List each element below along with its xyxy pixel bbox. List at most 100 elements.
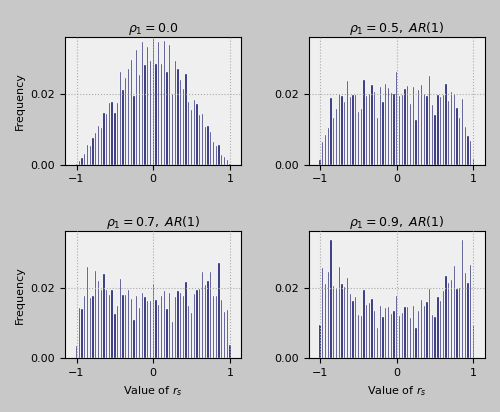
Bar <box>186 282 187 358</box>
Bar <box>352 94 354 165</box>
Bar <box>325 135 326 165</box>
Bar <box>130 60 132 165</box>
Bar <box>385 308 386 358</box>
Bar <box>226 160 228 165</box>
Bar <box>210 272 212 358</box>
Bar <box>390 314 392 358</box>
Bar <box>451 92 452 165</box>
Bar <box>128 68 129 165</box>
Bar <box>390 94 392 165</box>
Bar <box>456 108 458 165</box>
Bar <box>136 296 138 358</box>
Bar <box>402 313 403 358</box>
Bar <box>418 90 420 165</box>
Bar <box>130 299 132 358</box>
Bar <box>125 295 126 358</box>
Bar <box>462 99 463 165</box>
Bar <box>454 94 455 165</box>
Bar <box>473 325 474 358</box>
Bar <box>120 279 121 358</box>
Bar <box>382 317 384 358</box>
Bar <box>470 141 472 165</box>
Bar <box>470 265 472 358</box>
Bar <box>136 50 138 165</box>
Bar <box>152 284 154 358</box>
Bar <box>158 305 160 358</box>
Bar <box>440 301 441 358</box>
Bar <box>78 308 80 358</box>
Bar <box>429 290 430 358</box>
Bar <box>84 296 86 358</box>
Bar <box>363 80 364 165</box>
Bar <box>76 164 77 165</box>
Bar <box>418 311 420 358</box>
Bar <box>402 95 403 165</box>
Bar <box>188 307 190 358</box>
Bar <box>139 308 140 358</box>
Bar <box>404 89 406 165</box>
Bar <box>358 112 359 165</box>
X-axis label: Value of $r_s$: Value of $r_s$ <box>367 384 426 398</box>
Bar <box>174 61 176 165</box>
Bar <box>407 307 408 358</box>
Bar <box>448 101 450 165</box>
Bar <box>451 280 452 358</box>
Bar <box>410 318 411 358</box>
Bar <box>388 307 389 358</box>
Bar <box>442 290 444 358</box>
Bar <box>410 104 411 165</box>
Bar <box>437 95 438 165</box>
Bar <box>218 263 220 358</box>
Bar <box>150 61 151 165</box>
Bar <box>109 103 110 165</box>
Bar <box>344 102 346 165</box>
Bar <box>164 41 165 165</box>
Bar <box>352 301 354 358</box>
Bar <box>166 309 168 358</box>
Bar <box>434 317 436 358</box>
Bar <box>169 45 170 165</box>
Bar <box>169 293 170 358</box>
Bar <box>210 133 212 165</box>
Bar <box>182 296 184 358</box>
Bar <box>432 315 433 358</box>
Bar <box>325 283 326 358</box>
Bar <box>186 74 187 165</box>
Bar <box>456 289 458 358</box>
Bar <box>363 290 364 358</box>
Bar <box>188 102 190 165</box>
Title: $\rho_1= 0.9,\ AR(1)$: $\rho_1= 0.9,\ AR(1)$ <box>349 214 444 231</box>
Bar <box>120 72 121 165</box>
Bar <box>191 110 192 165</box>
Bar <box>338 94 340 165</box>
Bar <box>90 146 91 165</box>
Bar <box>421 85 422 165</box>
Bar <box>344 287 346 358</box>
Bar <box>161 63 162 165</box>
Bar <box>142 293 143 358</box>
Bar <box>377 118 378 165</box>
Bar <box>150 301 151 358</box>
Bar <box>221 155 222 165</box>
Bar <box>87 267 88 358</box>
Bar <box>374 311 376 358</box>
Bar <box>437 297 438 358</box>
Bar <box>114 113 116 165</box>
Bar <box>76 346 77 358</box>
Bar <box>147 301 148 358</box>
Bar <box>412 306 414 358</box>
Y-axis label: Frequency: Frequency <box>15 266 25 323</box>
Bar <box>142 42 143 165</box>
Bar <box>377 328 378 358</box>
Bar <box>202 272 203 358</box>
Bar <box>385 84 386 165</box>
Bar <box>358 315 359 358</box>
Bar <box>333 286 334 358</box>
Bar <box>374 92 376 165</box>
Bar <box>454 266 455 358</box>
Bar <box>396 72 398 165</box>
Bar <box>144 297 146 358</box>
Bar <box>382 102 384 165</box>
Bar <box>95 271 96 358</box>
Bar <box>147 47 148 165</box>
